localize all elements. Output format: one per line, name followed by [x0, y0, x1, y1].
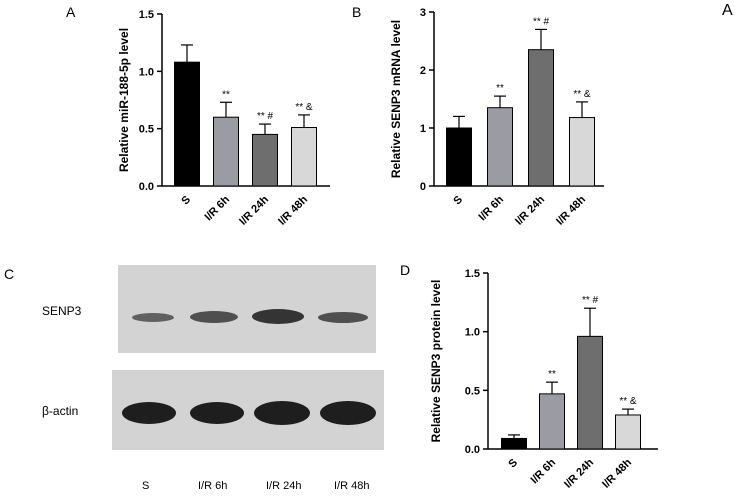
- panel-letter-c: C: [4, 266, 15, 282]
- significance-label: ** #: [533, 16, 550, 27]
- band: [320, 401, 376, 425]
- y-tick-label: 1: [420, 123, 426, 135]
- x-tick-label: S: [506, 457, 520, 471]
- band: [254, 401, 310, 425]
- bar: [569, 117, 595, 187]
- panel-letter-b: B: [352, 4, 362, 20]
- y-axis-label: Relative SENP3 protein level: [429, 280, 443, 443]
- blot-lane-label: S: [142, 480, 150, 492]
- significance-label: **: [496, 83, 504, 94]
- band: [190, 311, 238, 323]
- band: [190, 402, 244, 424]
- band: [252, 309, 304, 324]
- bar: [539, 393, 565, 450]
- y-tick-label: 1.5: [139, 9, 154, 21]
- band: [122, 402, 176, 424]
- x-tick-label: I/R 6h: [528, 456, 558, 486]
- bar: [577, 335, 603, 450]
- y-tick-label: 0.5: [465, 385, 480, 397]
- significance-label: ** &: [295, 102, 313, 113]
- blot-row-label-beta-actin: β-actin: [42, 404, 79, 418]
- significance-label: ** #: [582, 295, 599, 306]
- blot-row-label-senp3: SENP3: [42, 304, 82, 318]
- y-axis-label: Relative SENP3 mRNA level: [389, 20, 403, 178]
- bar: [446, 127, 472, 187]
- bar: [501, 437, 527, 450]
- y-tick-label: 0.0: [465, 444, 480, 456]
- bar: [487, 107, 513, 187]
- significance-label: ** &: [573, 89, 591, 100]
- y-tick-label: 2: [420, 65, 426, 77]
- y-tick-label: 1.5: [465, 268, 480, 280]
- x-tick-label: I/R 48h: [600, 456, 634, 490]
- bar: [291, 127, 317, 187]
- band: [318, 312, 368, 323]
- bar: [252, 133, 278, 187]
- y-tick-label: 1.0: [139, 66, 154, 78]
- significance-label: **: [222, 89, 230, 100]
- blot-membrane-senp3: [118, 265, 376, 353]
- y-tick-label: 1.0: [465, 327, 480, 339]
- blot-membrane-beta-actin: [112, 370, 384, 450]
- y-tick-label: 0.0: [139, 181, 154, 193]
- blot-lane-label: I/R 24h: [266, 480, 302, 492]
- y-axis-label: Relative miR-188-5p level: [117, 28, 131, 172]
- significance-label: ** &: [619, 396, 637, 407]
- bar: [528, 49, 554, 187]
- panel-letter-a: A: [66, 4, 76, 20]
- blot-lane-label: I/R 6h: [198, 480, 228, 492]
- band: [132, 313, 174, 322]
- significance-label: ** #: [257, 111, 274, 122]
- x-tick-label: I/R 24h: [562, 456, 596, 490]
- y-tick-label: 0: [420, 181, 426, 193]
- significance-label: **: [548, 369, 556, 380]
- y-tick-label: 3: [420, 7, 426, 19]
- y-tick-label: 0.5: [139, 124, 154, 136]
- bar: [213, 116, 239, 187]
- panel-letter-corner: A: [722, 2, 733, 19]
- blot-lane-label: I/R 48h: [334, 480, 370, 492]
- bar: [174, 61, 200, 187]
- bar: [615, 414, 641, 450]
- panel-letter-d: D: [400, 262, 411, 278]
